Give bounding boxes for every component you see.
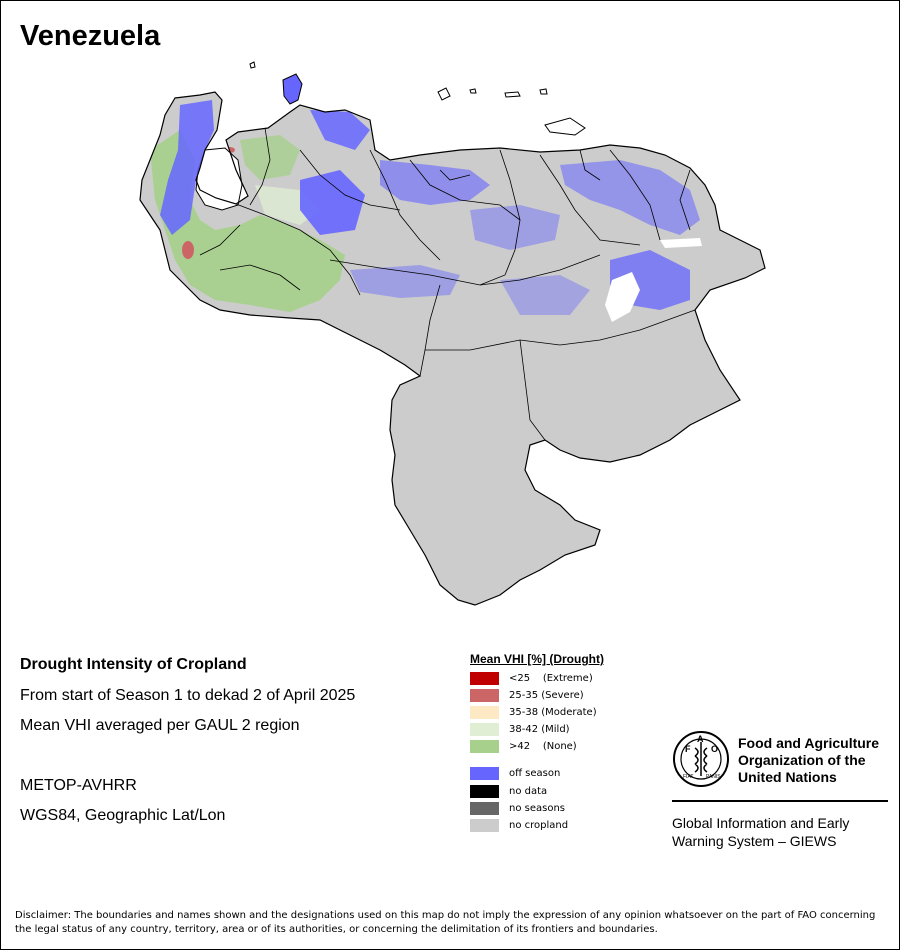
info-period: From start of Season 1 to dekad 2 of Apr… xyxy=(20,687,356,704)
info-heading: Drought Intensity of Cropland xyxy=(20,656,247,673)
state-boundaries xyxy=(199,127,696,441)
info-projection: WGS84, Geographic Lat/Lon xyxy=(20,807,226,824)
legend-label: off season xyxy=(509,768,561,779)
info-sensor: METOP-AVHRR xyxy=(20,777,137,794)
legend-item: no seasons xyxy=(470,802,730,815)
legend-label: no cropland xyxy=(509,820,569,831)
legend-item: >42 (None) xyxy=(470,740,730,753)
legend-swatch xyxy=(470,706,499,719)
legend-swatch xyxy=(470,723,499,736)
map-patches xyxy=(150,100,702,322)
caribbean-islands xyxy=(249,61,586,136)
patch-off-season-lara xyxy=(300,170,365,235)
legend-swatch xyxy=(470,785,499,798)
legend-swatch xyxy=(470,740,499,753)
patch-white-2 xyxy=(660,238,702,248)
paraguana-peninsula xyxy=(282,73,303,105)
patch-off-season-south xyxy=(500,275,590,315)
emblem-letter-o: O xyxy=(711,744,718,754)
giews-name: Global Information and Early Warning Sys… xyxy=(672,814,888,850)
legend-swatch xyxy=(470,689,499,702)
legend-item: no cropland xyxy=(470,819,730,832)
fao-divider xyxy=(672,800,888,802)
legend-swatch xyxy=(470,819,499,832)
patch-none-west xyxy=(150,130,345,312)
emblem-motto-1: FIAT xyxy=(683,774,693,780)
legend-swatch xyxy=(470,802,499,815)
patch-off-season-falcon xyxy=(310,110,370,150)
legend-label: 35-38 (Moderate) xyxy=(509,707,597,718)
emblem-letter-a: A xyxy=(697,734,704,744)
patch-off-season-zulia xyxy=(160,100,214,235)
fao-name-line2: Organization of the xyxy=(738,752,866,768)
legend-item: <25 (Extreme) xyxy=(470,672,730,685)
patch-severe-tachira xyxy=(182,241,194,259)
legend-label: <25 (Extreme) xyxy=(509,673,593,684)
legend-swatch xyxy=(470,767,499,780)
giews-line2: Warning System – GIEWS xyxy=(672,833,837,849)
fao-name-line1: Food and Agriculture xyxy=(738,735,880,751)
emblem-letter-f: F xyxy=(685,744,691,754)
info-method: Mean VHI averaged per GAUL 2 region xyxy=(20,717,300,734)
patch-off-season-apure xyxy=(350,265,460,298)
venezuela-map xyxy=(139,61,766,606)
legend-item: 35-38 (Moderate) xyxy=(470,706,730,719)
patch-off-season-central xyxy=(380,160,490,205)
fao-name-line3: United Nations xyxy=(738,769,837,785)
patch-white-1 xyxy=(605,272,640,322)
legend-label: 38-42 (Mild) xyxy=(509,724,570,735)
legend-label: >42 (None) xyxy=(509,741,577,752)
legend-item: 25-35 (Severe) xyxy=(470,689,730,702)
disclaimer: Disclaimer: The boundaries and names sho… xyxy=(15,910,876,935)
patch-off-season-east xyxy=(560,160,700,235)
legend-item: off season xyxy=(470,767,730,780)
legend-label: no seasons xyxy=(509,803,566,814)
lake-maracaibo xyxy=(195,147,243,211)
patch-off-season-guarico xyxy=(470,205,560,250)
legend-label: no data xyxy=(509,786,548,797)
map-title: Venezuela xyxy=(20,20,161,52)
fao-name: Food and Agriculture Organization of the… xyxy=(738,735,898,786)
legend-title: Mean VHI [%] (Drought) xyxy=(470,652,604,666)
emblem-motto-2: PANIS xyxy=(706,774,721,780)
giews-line1: Global Information and Early xyxy=(672,815,850,831)
legend: Mean VHI [%] (Drought) <25 (Extreme) 25-3… xyxy=(470,652,604,832)
legend-swatch xyxy=(470,672,499,685)
fao-emblem-icon: F A O FIAT PANIS xyxy=(673,731,729,787)
legend-label: 25-35 (Severe) xyxy=(509,690,584,701)
legend-item: no data xyxy=(470,785,730,798)
legend-item: 38-42 (Mild) xyxy=(470,723,730,736)
